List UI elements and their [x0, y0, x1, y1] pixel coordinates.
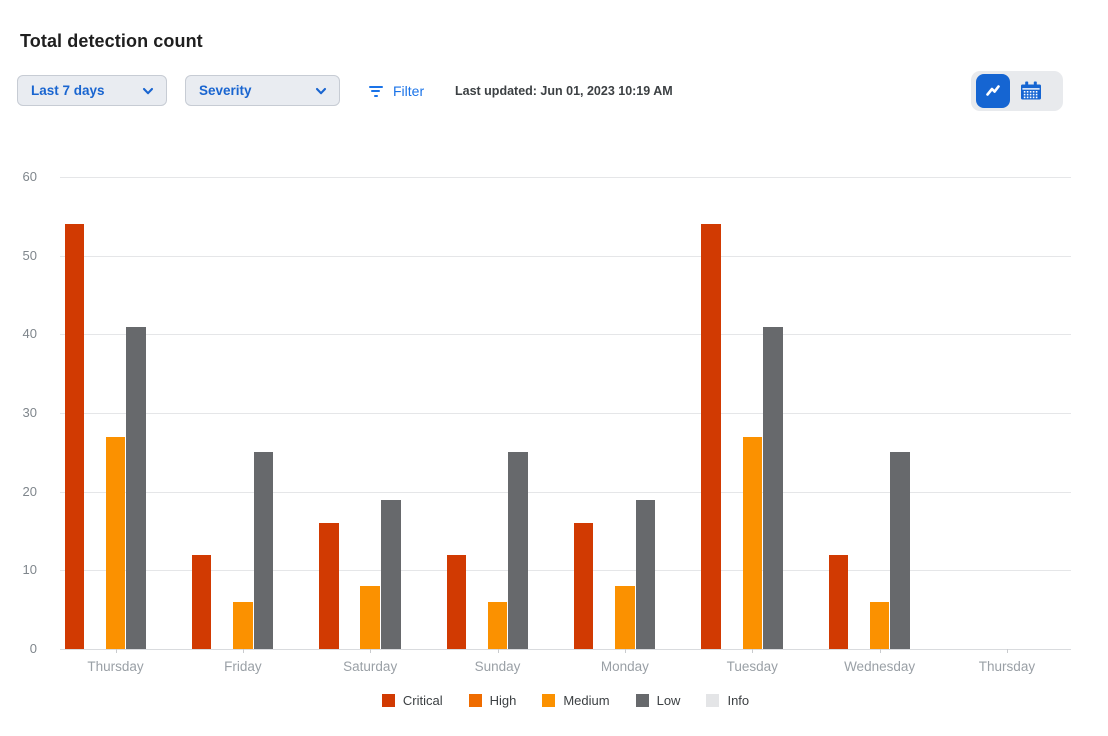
x-axis-label: Monday [600, 659, 649, 674]
legend-item-critical[interactable]: Critical [381, 693, 443, 708]
x-axis-tick [370, 649, 372, 653]
severity-select[interactable]: Severity [185, 75, 340, 106]
gridline [60, 649, 1071, 650]
x-axis-tick [115, 649, 117, 653]
x-axis-tick [752, 649, 754, 653]
bar-critical-wednesday-6[interactable] [828, 554, 849, 649]
bar-critical-saturday-2[interactable] [319, 523, 339, 649]
bar-medium-thursday-0[interactable] [105, 436, 126, 649]
y-axis-tick-label: 10 [22, 562, 37, 578]
bar-medium-friday-1[interactable] [233, 601, 253, 649]
legend-item-high[interactable]: High [468, 693, 517, 708]
x-axis-label: Wednesday [844, 659, 916, 674]
x-axis-tick [1006, 649, 1008, 653]
bar-medium-wednesday-6[interactable] [869, 601, 890, 649]
bar-low-saturday-2[interactable] [381, 499, 401, 649]
x-axis-tick [242, 649, 244, 653]
x-axis-label: Saturday [343, 659, 398, 674]
bar-critical-friday-1[interactable] [191, 554, 212, 649]
bar-low-sunday-3[interactable] [508, 452, 528, 649]
legend-swatch-low [635, 694, 649, 707]
calendar-icon [1019, 79, 1043, 103]
last-updated-text: Last updated: Jun 01, 2023 10:19 AM [455, 84, 673, 98]
y-axis-tick-label: 50 [22, 247, 37, 263]
legend-item-medium[interactable]: Medium [542, 693, 610, 708]
chart-legend: Critical High Medium Low Info [60, 693, 1071, 708]
gridline [60, 413, 1071, 414]
bar-critical-thursday-0[interactable] [64, 224, 84, 649]
legend-item-info[interactable]: Info [706, 693, 749, 708]
y-axis-tick-label: 60 [22, 169, 37, 184]
x-axis-tick [879, 649, 881, 653]
bar-medium-saturday-2[interactable] [360, 586, 380, 649]
filter-label: Filter [393, 83, 425, 99]
bar-low-tuesday-5[interactable] [763, 326, 783, 649]
x-axis-label: Thursday [978, 659, 1036, 674]
legend-label: Medium [563, 693, 610, 708]
gridline [60, 177, 1071, 178]
bar-critical-monday-4[interactable] [573, 523, 594, 649]
legend-label: Info [727, 693, 750, 708]
x-axis-tick [497, 649, 499, 653]
x-axis-label: Friday [224, 659, 262, 674]
bar-low-wednesday-6[interactable] [890, 452, 910, 649]
gridline [60, 570, 1071, 572]
bar-low-monday-4[interactable] [635, 499, 656, 649]
bar-low-thursday-0[interactable] [126, 326, 146, 649]
gridline [60, 334, 1071, 336]
gridline [60, 255, 1071, 257]
severity-value: Severity [199, 83, 252, 98]
bar-medium-sunday-3[interactable] [487, 601, 508, 649]
chevron-down-icon [142, 85, 154, 97]
bar-low-friday-1[interactable] [253, 452, 274, 649]
bar-critical-sunday-3[interactable] [446, 554, 467, 649]
bar-medium-tuesday-5[interactable] [742, 436, 762, 649]
y-axis-tick-label: 30 [22, 405, 37, 420]
legend-swatch-info [706, 694, 720, 707]
legend-label: High [489, 693, 517, 708]
x-axis-label: Thursday [87, 659, 144, 674]
time-range-select[interactable]: Last 7 days [17, 75, 167, 106]
x-axis-label: Tuesday [726, 659, 778, 674]
x-axis-label: Sunday [474, 659, 521, 674]
y-axis-tick-label: 40 [22, 326, 37, 342]
legend-swatch-high [468, 694, 482, 707]
legend-swatch-medium [542, 694, 556, 707]
chart-view-button[interactable] [976, 74, 1010, 108]
filter-icon [368, 85, 383, 97]
line-chart-icon [982, 80, 1004, 102]
chevron-down-icon [315, 85, 327, 97]
gridline [60, 491, 1071, 493]
legend-swatch-critical [381, 694, 395, 707]
time-range-value: Last 7 days [31, 83, 105, 98]
legend-item-low[interactable]: Low [635, 693, 681, 708]
y-axis-tick-label: 20 [22, 483, 37, 499]
page-title: Total detection count [20, 31, 203, 51]
y-axis-tick-label: 0 [29, 641, 37, 656]
legend-label: Critical [402, 693, 443, 708]
x-axis-tick [624, 649, 626, 653]
calendar-view-button[interactable] [1014, 74, 1048, 108]
legend-label: Low [656, 693, 681, 708]
filter-button[interactable]: Filter [368, 79, 424, 103]
bar-critical-tuesday-5[interactable] [701, 224, 721, 649]
bar-medium-monday-4[interactable] [615, 586, 635, 649]
view-toggle-group [971, 71, 1063, 111]
